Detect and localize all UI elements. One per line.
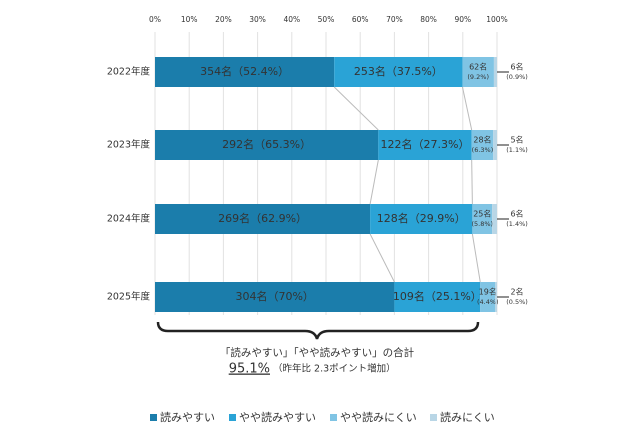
bar-segment — [155, 204, 371, 234]
connector-line — [471, 233, 481, 283]
legend-label: 読みにくい — [440, 410, 495, 424]
y-tick-label: 2023年度 — [107, 139, 151, 151]
legend-swatch — [229, 414, 236, 421]
data-label: 19名 — [479, 287, 497, 297]
data-label: (1.1%) — [506, 146, 528, 154]
connector-line — [461, 86, 473, 131]
bar-segment — [155, 282, 395, 312]
legend-swatch — [150, 414, 157, 421]
x-tick-label: 60% — [352, 15, 369, 24]
data-label: 269名（62.9%） — [218, 211, 307, 225]
y-tick-label: 2022年度 — [107, 66, 151, 78]
data-label: (0.5%) — [506, 298, 528, 306]
data-label: (5.8%) — [471, 220, 493, 228]
bar-segment — [471, 130, 494, 160]
data-label: 62名 — [469, 62, 487, 72]
x-tick-label: 0% — [149, 15, 161, 24]
bar-segment — [472, 204, 493, 234]
data-label: (9.2%) — [467, 73, 489, 81]
data-label: 6名 — [510, 62, 523, 72]
data-label: 28名 — [473, 135, 491, 145]
legend-swatch — [330, 414, 337, 421]
y-tick-label: 2025年度 — [107, 291, 151, 303]
x-tick-label: 100% — [486, 15, 507, 24]
x-tick-label: 80% — [420, 15, 437, 24]
bar-segment — [155, 130, 379, 160]
brace — [156, 321, 480, 340]
connector-line — [333, 86, 379, 131]
connector-line — [369, 159, 379, 205]
connector-line — [369, 233, 395, 283]
data-label: (4.4%) — [477, 298, 499, 306]
data-label: 25名 — [473, 209, 491, 219]
annotation-title: 「読みやすい」「やや読みやすい」の合計 — [220, 346, 415, 359]
data-label: (1.4%) — [506, 220, 528, 228]
bar-segment — [492, 204, 497, 234]
data-label: 253名（37.5%） — [354, 64, 443, 78]
x-tick-label: 30% — [249, 15, 266, 24]
bar-segment — [394, 282, 481, 312]
x-tick-label: 10% — [181, 15, 198, 24]
x-tick-label: 90% — [454, 15, 471, 24]
bar-segment — [370, 204, 473, 234]
bar-segment — [493, 57, 497, 87]
legend-label: やや読みやすい — [239, 410, 316, 424]
x-tick-label: 50% — [318, 15, 335, 24]
data-label: 109名（25.1%） — [393, 289, 482, 303]
x-tick-label: 20% — [215, 15, 232, 24]
data-label: 2名 — [510, 287, 523, 297]
legend-label: やや読みにくい — [340, 410, 417, 424]
legend-swatch — [430, 414, 437, 421]
x-tick-label: 40% — [283, 15, 300, 24]
data-label: 128名（29.9%） — [377, 211, 466, 225]
bar-segment — [378, 130, 472, 160]
bar-segment — [495, 282, 497, 312]
data-label: 292名（65.3%） — [222, 137, 311, 151]
connector-line — [471, 159, 473, 205]
data-label: 6名 — [510, 209, 523, 219]
annotation-total: 95.1% — [229, 362, 270, 377]
legend-label: 読みやすい — [160, 410, 215, 424]
bar-segment — [334, 57, 463, 87]
data-label: 354名（52.4%） — [200, 64, 289, 78]
bar-segment — [480, 282, 496, 312]
data-label: (0.9%) — [506, 73, 528, 81]
bar-segment — [493, 130, 497, 160]
bar-segment — [155, 57, 335, 87]
data-label: 122名（27.3%） — [381, 137, 470, 151]
x-tick-label: 70% — [386, 15, 403, 24]
data-label: 5名 — [510, 135, 523, 145]
annotation-note: （昨年比 2.3ポイント増加） — [273, 363, 396, 375]
bar-segment — [462, 57, 494, 87]
y-tick-label: 2024年度 — [107, 213, 151, 225]
data-label: 304名（70%） — [235, 289, 313, 303]
data-label: (6.3%) — [472, 146, 494, 154]
